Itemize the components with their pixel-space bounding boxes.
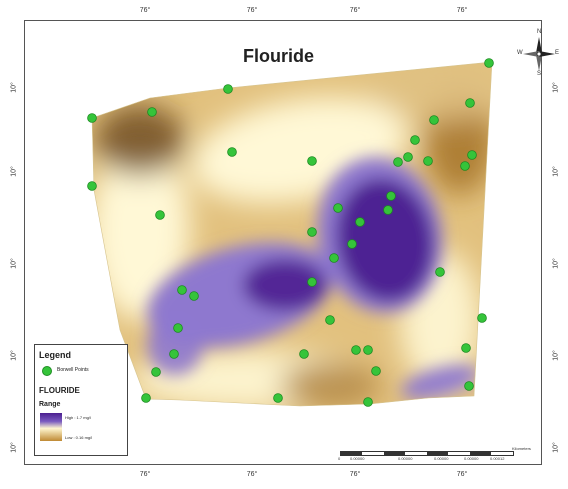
scale-label: 0.00000 — [350, 456, 365, 461]
borewell-point — [355, 217, 365, 227]
borewell-point — [363, 345, 373, 355]
map-title: Flouride — [243, 46, 314, 66]
top-tick-label: 76° — [349, 7, 361, 14]
left-tick-label: 10° — [10, 258, 18, 269]
borewell-point — [155, 210, 165, 220]
borewell-point — [477, 313, 487, 323]
borewell-point — [386, 191, 396, 201]
scale-label: 0.00000 — [434, 456, 449, 461]
scale-unit: Kilometers — [512, 446, 531, 451]
borewell-point — [333, 203, 343, 213]
scale-bar-graphic — [340, 451, 514, 456]
borewell-point — [484, 58, 494, 68]
borewell-point — [347, 239, 357, 249]
surface-layer — [92, 62, 492, 406]
borewell-point — [299, 349, 309, 359]
scale-label: 0.00012 — [490, 456, 505, 461]
legend-low-label: Low : 0.16 mg/l — [65, 435, 93, 440]
scale-label: 0.00000 — [398, 456, 413, 461]
left-tick-label: 10° — [10, 166, 18, 177]
borewell-point — [393, 157, 403, 167]
scale-label: 0.00000 — [464, 456, 479, 461]
left-tick-label: 10° — [10, 442, 18, 453]
bottom-tick-label: 76° — [349, 471, 361, 478]
borewell-point — [227, 147, 237, 157]
north-label: N — [537, 29, 542, 35]
bottom-tick-label: 76° — [456, 471, 468, 478]
compass-rose-icon: N S E W — [517, 29, 561, 77]
surface-high-zone — [243, 259, 327, 311]
borewell-point — [151, 367, 161, 377]
left-tick-label: 10° — [10, 82, 18, 93]
scale-bar: 0 0.00000 0.00000 0.00000 0.00000 0.0001… — [338, 446, 536, 462]
east-label: E — [555, 50, 560, 56]
borewell-point — [351, 345, 361, 355]
borewell-point — [325, 315, 335, 325]
legend-high-label: High : 1.7 mg/l — [65, 415, 91, 420]
right-tick-label: 10° — [552, 166, 560, 177]
legend-layer-name: FLOURIDE — [39, 386, 80, 395]
right-tick-label: 10° — [552, 82, 560, 93]
borewell-point — [223, 84, 233, 94]
legend-title: Legend — [39, 350, 72, 360]
surface-high-zone — [401, 364, 479, 400]
top-tick-label: 76° — [246, 7, 258, 14]
top-tick-label: 76° — [139, 7, 151, 14]
borewell-point — [87, 113, 97, 123]
borewell-point — [467, 150, 477, 160]
borewell-point-symbol-icon — [42, 366, 52, 376]
borewell-point — [383, 205, 393, 215]
surface-dark-zone — [370, 62, 492, 120]
borewell-point — [461, 343, 471, 353]
borewell-point — [329, 253, 339, 263]
borewell-point — [435, 267, 445, 277]
borewell-point — [464, 381, 474, 391]
borewell-point — [460, 161, 470, 171]
scale-label: 0 — [338, 456, 341, 461]
right-tick-label: 10° — [552, 442, 560, 453]
borewell-point — [141, 393, 151, 403]
borewell-point — [169, 349, 179, 359]
borewell-point — [173, 323, 183, 333]
borewell-point — [465, 98, 475, 108]
borewell-point — [177, 285, 187, 295]
surface-light-zone — [92, 140, 190, 320]
left-tick-label: 10° — [10, 350, 18, 361]
legend-range-title: Range — [39, 401, 61, 408]
south-label: S — [537, 71, 542, 77]
borewell-point — [87, 181, 97, 191]
right-tick-label: 10° — [552, 258, 560, 269]
borewell-point — [307, 277, 317, 287]
bottom-tick-label: 76° — [139, 471, 151, 478]
borewell-point — [147, 107, 157, 117]
borewell-point — [429, 115, 439, 125]
surface-dark-zone — [95, 105, 185, 175]
borewell-point — [423, 156, 433, 166]
borewell-point — [371, 366, 381, 376]
surface-high-zone — [147, 315, 203, 375]
color-ramp — [40, 413, 62, 441]
west-label: W — [517, 50, 523, 56]
borewell-symbol-label: Borwell Points — [57, 367, 89, 373]
bottom-tick-label: 76° — [246, 471, 258, 478]
borewell-point — [307, 156, 317, 166]
surface-high-zone — [336, 178, 434, 302]
borewell-points — [87, 58, 494, 407]
right-tick-label: 10° — [552, 350, 560, 361]
borewell-point — [363, 397, 373, 407]
borewell-point — [273, 393, 283, 403]
borewell-point — [189, 291, 199, 301]
top-tick-label: 76° — [456, 7, 468, 14]
borewell-point — [307, 227, 317, 237]
surface-dark-zone — [280, 363, 380, 406]
legend-box: Legend Borwell Points FLOURIDE Range Hig… — [34, 344, 128, 456]
borewell-point — [410, 135, 420, 145]
borewell-point — [403, 152, 413, 162]
